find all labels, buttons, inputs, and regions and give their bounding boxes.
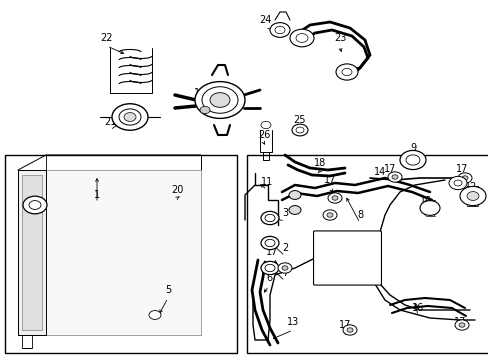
Circle shape	[289, 29, 313, 47]
Text: 10: 10	[419, 196, 431, 206]
Circle shape	[295, 33, 307, 42]
Text: 17: 17	[455, 164, 467, 174]
Circle shape	[405, 155, 419, 165]
Circle shape	[387, 172, 401, 182]
Circle shape	[323, 210, 336, 220]
Circle shape	[282, 266, 287, 270]
Circle shape	[264, 239, 274, 247]
Circle shape	[457, 173, 471, 183]
Circle shape	[264, 214, 274, 222]
Text: 2: 2	[281, 243, 287, 253]
Circle shape	[459, 186, 485, 206]
Circle shape	[261, 261, 279, 275]
Circle shape	[288, 206, 301, 215]
Text: 17: 17	[323, 175, 336, 185]
Circle shape	[419, 201, 439, 215]
Text: 21: 21	[103, 117, 116, 127]
Circle shape	[346, 328, 352, 332]
Text: 13: 13	[286, 317, 299, 327]
Circle shape	[23, 196, 47, 214]
Text: 8: 8	[356, 210, 362, 220]
Circle shape	[112, 104, 148, 130]
Text: 3: 3	[282, 208, 287, 218]
Circle shape	[202, 87, 238, 113]
FancyBboxPatch shape	[313, 231, 381, 285]
Text: 22: 22	[101, 33, 113, 43]
Circle shape	[341, 68, 351, 76]
Text: 17: 17	[383, 164, 395, 174]
Circle shape	[209, 93, 229, 107]
Circle shape	[327, 193, 341, 203]
Text: 11: 11	[260, 177, 273, 187]
Circle shape	[261, 121, 270, 129]
Circle shape	[149, 311, 161, 319]
Text: 4: 4	[24, 193, 30, 203]
Circle shape	[274, 26, 285, 34]
Circle shape	[264, 264, 274, 272]
Text: 17: 17	[453, 317, 465, 327]
Text: 25: 25	[293, 115, 305, 125]
Circle shape	[448, 176, 466, 190]
Circle shape	[278, 263, 291, 273]
Text: 18: 18	[313, 158, 325, 168]
Bar	[18, 170, 46, 335]
Text: 26: 26	[257, 130, 270, 140]
Circle shape	[29, 201, 41, 210]
Circle shape	[124, 113, 136, 121]
Circle shape	[466, 192, 478, 201]
Text: 9: 9	[409, 143, 415, 153]
Circle shape	[119, 109, 141, 125]
Circle shape	[454, 320, 468, 330]
Circle shape	[458, 323, 464, 327]
Circle shape	[195, 82, 244, 118]
Text: 14: 14	[373, 167, 386, 177]
Text: 19: 19	[193, 88, 206, 98]
Text: 5: 5	[164, 285, 171, 295]
Text: 24: 24	[258, 15, 271, 25]
Circle shape	[261, 237, 279, 249]
Text: 15: 15	[363, 258, 375, 268]
Circle shape	[291, 124, 307, 136]
Bar	[22, 175, 42, 330]
Bar	[246, 155, 488, 353]
Circle shape	[399, 150, 425, 170]
Text: 17: 17	[338, 320, 350, 330]
Circle shape	[261, 211, 279, 225]
Circle shape	[342, 325, 356, 335]
Text: 16: 16	[411, 303, 423, 313]
Circle shape	[288, 190, 301, 199]
Text: 17: 17	[265, 247, 278, 257]
Circle shape	[326, 213, 332, 217]
Bar	[5, 155, 237, 353]
Text: 7: 7	[281, 268, 287, 278]
Bar	[46, 170, 201, 335]
Circle shape	[295, 127, 304, 133]
Circle shape	[269, 23, 289, 37]
Circle shape	[461, 176, 467, 180]
Text: 1: 1	[94, 190, 100, 200]
Circle shape	[200, 106, 209, 114]
Text: 20: 20	[170, 185, 183, 195]
Circle shape	[331, 196, 337, 200]
Circle shape	[335, 64, 357, 80]
Text: 23: 23	[333, 33, 346, 43]
Circle shape	[453, 180, 461, 186]
Text: 12: 12	[464, 182, 476, 192]
Circle shape	[391, 175, 397, 179]
Text: 6: 6	[265, 273, 271, 283]
